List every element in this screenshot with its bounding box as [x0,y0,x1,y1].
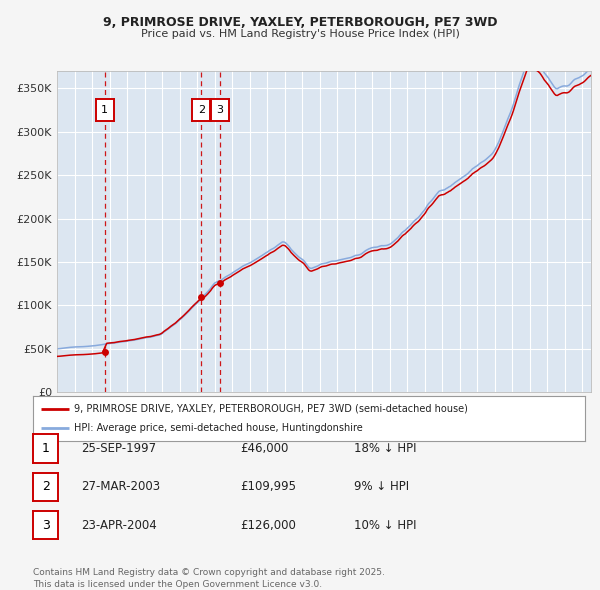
Text: 23-APR-2004: 23-APR-2004 [81,519,157,532]
Text: 25-SEP-1997: 25-SEP-1997 [81,442,156,455]
Text: 3: 3 [217,105,224,114]
Text: 18% ↓ HPI: 18% ↓ HPI [354,442,416,455]
Text: £46,000: £46,000 [240,442,289,455]
Text: 9, PRIMROSE DRIVE, YAXLEY, PETERBOROUGH, PE7 3WD: 9, PRIMROSE DRIVE, YAXLEY, PETERBOROUGH,… [103,16,497,29]
Text: £109,995: £109,995 [240,480,296,493]
Text: 27-MAR-2003: 27-MAR-2003 [81,480,160,493]
Text: 1: 1 [101,105,108,114]
Text: HPI: Average price, semi-detached house, Huntingdonshire: HPI: Average price, semi-detached house,… [74,424,363,433]
Text: 9, PRIMROSE DRIVE, YAXLEY, PETERBOROUGH, PE7 3WD (semi-detached house): 9, PRIMROSE DRIVE, YAXLEY, PETERBOROUGH,… [74,404,468,414]
Text: Price paid vs. HM Land Registry's House Price Index (HPI): Price paid vs. HM Land Registry's House … [140,30,460,39]
Text: 1: 1 [41,442,50,455]
Text: 2: 2 [198,105,205,114]
Text: Contains HM Land Registry data © Crown copyright and database right 2025.
This d: Contains HM Land Registry data © Crown c… [33,568,385,589]
Text: £126,000: £126,000 [240,519,296,532]
Text: 3: 3 [41,519,50,532]
Text: 9% ↓ HPI: 9% ↓ HPI [354,480,409,493]
Text: 10% ↓ HPI: 10% ↓ HPI [354,519,416,532]
Text: 2: 2 [41,480,50,493]
